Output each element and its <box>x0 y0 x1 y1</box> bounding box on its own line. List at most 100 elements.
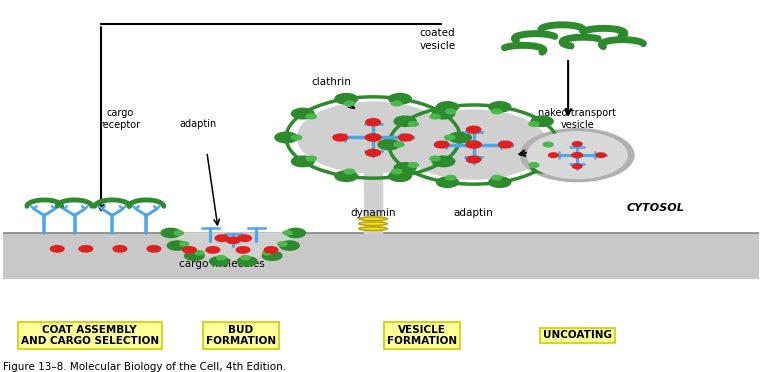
Circle shape <box>391 169 402 174</box>
Circle shape <box>408 163 418 167</box>
Circle shape <box>366 119 381 126</box>
Text: dynamin: dynamin <box>350 208 396 218</box>
Text: BUD
FORMATION: BUD FORMATION <box>206 325 276 346</box>
Circle shape <box>113 246 127 252</box>
Circle shape <box>236 247 250 253</box>
Circle shape <box>547 140 569 150</box>
Circle shape <box>445 175 455 180</box>
Circle shape <box>572 164 582 169</box>
Circle shape <box>237 257 257 266</box>
Circle shape <box>492 175 502 180</box>
Circle shape <box>467 156 481 163</box>
Circle shape <box>292 156 314 167</box>
Circle shape <box>217 256 226 260</box>
Circle shape <box>344 169 355 174</box>
Text: clathrin: clathrin <box>312 77 351 87</box>
Circle shape <box>489 102 511 112</box>
Circle shape <box>292 135 302 140</box>
Circle shape <box>264 247 278 253</box>
Circle shape <box>596 153 606 157</box>
Circle shape <box>531 116 553 126</box>
Circle shape <box>400 110 547 179</box>
Circle shape <box>448 132 471 143</box>
Circle shape <box>167 241 187 250</box>
Circle shape <box>195 251 204 255</box>
Circle shape <box>50 246 64 252</box>
Circle shape <box>388 93 411 104</box>
FancyBboxPatch shape <box>3 233 760 279</box>
Circle shape <box>185 251 204 260</box>
Circle shape <box>430 114 440 119</box>
Circle shape <box>445 135 454 140</box>
Circle shape <box>306 156 316 161</box>
Circle shape <box>283 231 293 235</box>
Circle shape <box>277 242 287 246</box>
Circle shape <box>335 93 357 104</box>
Circle shape <box>529 122 539 126</box>
Circle shape <box>297 102 448 173</box>
Circle shape <box>280 241 299 250</box>
Circle shape <box>286 228 306 238</box>
Ellipse shape <box>359 217 388 221</box>
Circle shape <box>489 177 511 187</box>
Circle shape <box>543 142 553 147</box>
Circle shape <box>210 257 230 266</box>
Circle shape <box>467 126 481 133</box>
Circle shape <box>161 228 181 238</box>
Circle shape <box>521 129 634 182</box>
Circle shape <box>572 153 583 158</box>
Circle shape <box>306 114 316 119</box>
Ellipse shape <box>359 227 388 230</box>
Circle shape <box>394 116 416 126</box>
Circle shape <box>215 235 229 241</box>
Circle shape <box>572 142 582 146</box>
Circle shape <box>529 163 539 167</box>
Circle shape <box>378 140 400 150</box>
Circle shape <box>445 109 455 114</box>
Circle shape <box>182 247 196 253</box>
Circle shape <box>436 177 458 187</box>
Text: adaptin: adaptin <box>454 208 493 218</box>
Circle shape <box>79 246 93 252</box>
Text: UNCOATING: UNCOATING <box>543 330 612 340</box>
Circle shape <box>398 134 413 141</box>
Circle shape <box>206 247 220 253</box>
Circle shape <box>435 141 449 148</box>
Circle shape <box>432 108 454 119</box>
Circle shape <box>388 171 411 182</box>
Circle shape <box>335 171 357 182</box>
Circle shape <box>241 256 250 260</box>
Circle shape <box>499 141 513 148</box>
Ellipse shape <box>359 222 388 225</box>
Circle shape <box>147 246 160 252</box>
Circle shape <box>366 149 381 156</box>
Text: VESICLE
FORMATION: VESICLE FORMATION <box>387 325 458 346</box>
Circle shape <box>292 108 314 119</box>
Text: COAT ASSEMBLY
AND CARGO SELECTION: COAT ASSEMBLY AND CARGO SELECTION <box>21 325 159 346</box>
Circle shape <box>226 237 240 244</box>
Circle shape <box>527 132 627 179</box>
Circle shape <box>333 134 348 141</box>
Circle shape <box>436 102 458 112</box>
Circle shape <box>394 142 404 147</box>
Circle shape <box>263 251 272 255</box>
Text: naked transport
vesicle: naked transport vesicle <box>538 108 616 131</box>
Text: CYTOSOL: CYTOSOL <box>626 203 684 213</box>
Text: coated
vesicle: coated vesicle <box>420 29 455 51</box>
Circle shape <box>432 156 454 167</box>
Circle shape <box>344 101 355 106</box>
Circle shape <box>262 251 282 260</box>
Circle shape <box>391 101 402 106</box>
Circle shape <box>531 163 553 173</box>
Circle shape <box>366 134 381 141</box>
Text: adaptin: adaptin <box>179 119 217 129</box>
Circle shape <box>466 141 481 148</box>
Circle shape <box>179 242 188 246</box>
Circle shape <box>492 109 502 114</box>
Circle shape <box>174 231 183 235</box>
Text: cargo
receptor: cargo receptor <box>100 108 141 131</box>
Text: cargo molecules: cargo molecules <box>179 259 264 269</box>
Circle shape <box>275 132 297 143</box>
Circle shape <box>549 153 558 157</box>
Circle shape <box>408 122 418 126</box>
